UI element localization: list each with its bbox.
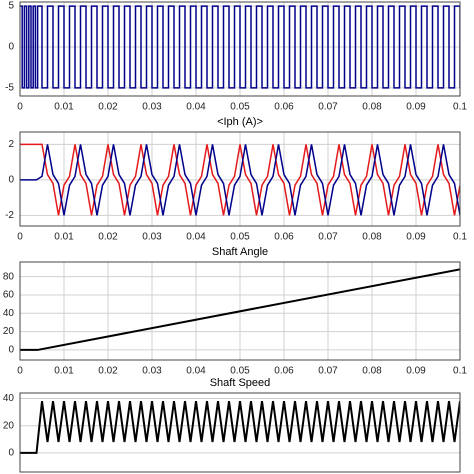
plot-frame bbox=[19, 392, 461, 473]
y-tick-label: 80 bbox=[3, 271, 15, 282]
x-tick-label: 0 bbox=[17, 232, 23, 243]
x-tick-label: 0.04 bbox=[186, 232, 206, 243]
x-tick-label: 0.02 bbox=[98, 102, 118, 113]
x-tick-label: 0.05 bbox=[230, 102, 250, 113]
x-tick-label: 0.03 bbox=[142, 366, 162, 377]
y-tick-label: -2 bbox=[5, 210, 14, 221]
x-tick-label: 0.06 bbox=[274, 232, 294, 243]
y-tick-label: 20 bbox=[3, 420, 15, 431]
x-tick-label: 0 bbox=[17, 102, 23, 113]
y-tick-label: 40 bbox=[3, 393, 15, 404]
x-tick-label: 0.04 bbox=[186, 366, 206, 377]
y-tick-label: 0 bbox=[8, 448, 14, 459]
series-group bbox=[20, 401, 460, 454]
y-tick-label: 0 bbox=[8, 175, 14, 186]
plot-frame bbox=[19, 131, 461, 227]
subplot: Shaft Speed 0 20 40 bbox=[3, 377, 461, 473]
x-tick-label: 0.08 bbox=[362, 366, 382, 377]
y-tick-label: 60 bbox=[3, 290, 15, 301]
y-tick-label: -5 bbox=[5, 82, 14, 93]
x-tick-label: 0.01 bbox=[54, 366, 74, 377]
x-tick-label: 0.09 bbox=[406, 102, 426, 113]
series-line bbox=[20, 268, 460, 351]
subplot-title: Shaft Angle bbox=[212, 246, 268, 258]
subplot-title: Shaft Speed bbox=[210, 377, 271, 389]
x-tick-label: 0.02 bbox=[98, 366, 118, 377]
x-tick-label: 0.07 bbox=[318, 366, 338, 377]
x-tick-label: 0.1 bbox=[453, 366, 467, 377]
y-tick-label: 5 bbox=[8, 1, 14, 12]
y-tick-label: 0 bbox=[8, 42, 14, 53]
x-tick-label: 0.04 bbox=[186, 102, 206, 113]
x-tick-label: 0.05 bbox=[230, 232, 250, 243]
x-tick-label: 0.1 bbox=[453, 102, 467, 113]
subplot-title: <Iph (A)> bbox=[217, 116, 263, 128]
y-tick-label: 20 bbox=[3, 326, 15, 337]
x-tick-label: 0.09 bbox=[406, 232, 426, 243]
x-tick-label: 0.08 bbox=[362, 232, 382, 243]
x-tick-label: 0.1 bbox=[453, 232, 467, 243]
x-tick-label: 0.03 bbox=[142, 102, 162, 113]
y-tick-label: 2 bbox=[8, 139, 14, 150]
x-tick-label: 0.06 bbox=[274, 366, 294, 377]
x-tick-label: 0.02 bbox=[98, 232, 118, 243]
x-tick-label: 0.01 bbox=[54, 232, 74, 243]
x-tick-label: 0.08 bbox=[362, 102, 382, 113]
x-tick-label: 0.06 bbox=[274, 102, 294, 113]
x-tick-label: 0.07 bbox=[318, 232, 338, 243]
x-tick-label: 0.01 bbox=[54, 102, 74, 113]
x-tick-label: 0.09 bbox=[406, 366, 426, 377]
x-tick-label: 0.05 bbox=[230, 366, 250, 377]
x-tick-label: 0 bbox=[17, 366, 23, 377]
plot-frame bbox=[19, 261, 461, 361]
plot-frame bbox=[19, 1, 461, 97]
series-group bbox=[20, 268, 460, 351]
y-tick-label: 0 bbox=[8, 345, 14, 356]
x-tick-label: 0.07 bbox=[318, 102, 338, 113]
series-group bbox=[20, 143, 460, 216]
series-line bbox=[20, 143, 460, 216]
series-line bbox=[20, 401, 460, 454]
x-tick-label: 0.03 bbox=[142, 232, 162, 243]
series-group bbox=[20, 5, 460, 89]
y-tick-label: 40 bbox=[3, 308, 15, 319]
series-line bbox=[20, 5, 460, 89]
series-line bbox=[20, 144, 460, 216]
subplot: Shaft Angle 0 20 40 60 80 0 0.01 0.02 0.03 0.04 0.0… bbox=[3, 246, 468, 377]
